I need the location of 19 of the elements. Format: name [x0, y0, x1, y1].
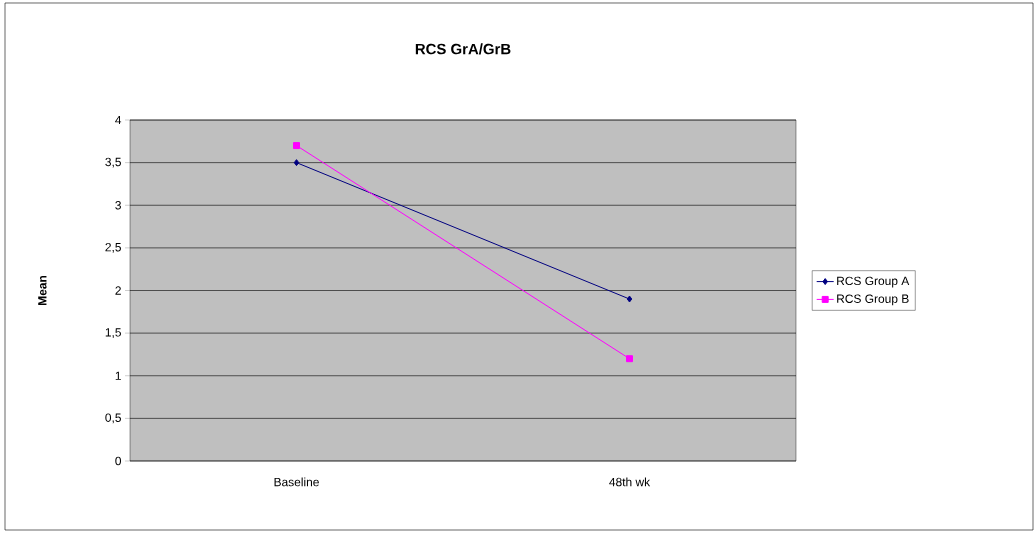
- point: [626, 355, 633, 363]
- x-tick-label: 48th wk: [609, 477, 651, 487]
- point: [626, 295, 633, 303]
- chart-title: RCS GrA/GrB: [415, 43, 511, 55]
- x-tick-label: Baseline: [274, 477, 319, 487]
- y-tick-label: 4: [115, 115, 122, 125]
- y-axis-title: Mean: [38, 275, 47, 305]
- point: [293, 142, 300, 150]
- y-tick-label: 2,5: [105, 242, 121, 253]
- legend-label: RCS Group B: [837, 294, 909, 306]
- legend-label: RCS Group A: [837, 276, 910, 288]
- y-tick-label: 2: [115, 286, 121, 295]
- y-tick-label: 0: [115, 456, 122, 466]
- y-tick-label: 1,5: [105, 328, 121, 338]
- y-tick-label: 3,5: [105, 157, 121, 168]
- y-tick-label: 3: [115, 201, 121, 210]
- y-tick-label: 0,5: [105, 413, 121, 424]
- y-tick-label: 1: [115, 371, 121, 380]
- point: [293, 159, 300, 167]
